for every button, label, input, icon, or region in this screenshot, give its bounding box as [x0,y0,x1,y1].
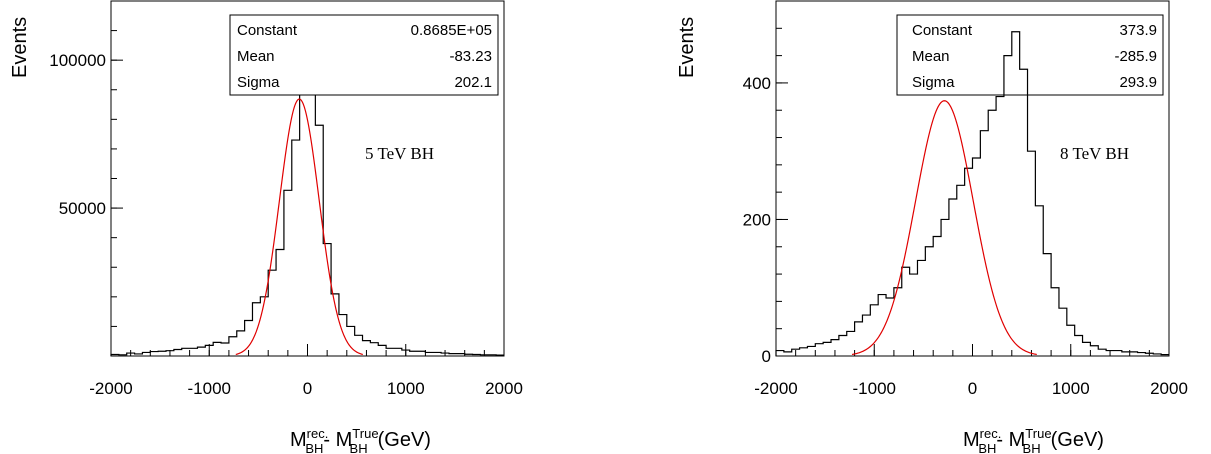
right-x-tick-label: 1000 [1052,379,1090,398]
right-stats-box-frame [896,14,1164,96]
left-x-axis-ticks: -2000 -1000 0 1000 2000 [89,344,523,398]
right-stats-box: Constant 373.9 Mean -285.9 Sigma 293.9 [896,14,1164,96]
right-histogram-steps [775,31,1169,356]
right-stats-mean-label: Mean [912,48,950,65]
left-histogram-panel: 50000 100000 -2000 -1000 0 1000 2000 Constant… [9,0,523,454]
left-x-tick-label: 1000 [387,379,425,398]
right-stats-sigma-label: Sigma [912,74,955,91]
left-stats-sigma-label: Sigma [237,74,280,91]
right-y-axis-ticks: 0 200 400 [743,0,788,366]
right-x-tick-label: -1000 [853,379,896,398]
right-x-tick-label: -2000 [754,379,797,398]
left-gaussian-fit-curve [235,98,364,356]
left-y-axis-ticks: 50000 100000 [49,0,123,357]
right-histogram-panel: 0 200 400 -2000 -1000 0 1000 2000 Constant 373… [676,0,1188,454]
left-stats-box-frame [229,14,499,96]
right-x-tick-label: 2000 [1150,379,1188,398]
right-stats-sigma-value: 293.9 [1119,74,1157,91]
right-x-axis-ticks: -2000 -1000 0 1000 2000 [754,344,1188,398]
right-gaussian-fit-curve [851,100,1037,356]
right-x-tick-label: 0 [968,379,977,398]
left-y-axis-label: Events [9,17,31,78]
left-x-tick-label: 0 [303,379,312,398]
right-stats-constant-label: Constant [912,22,973,39]
right-x-axis-label: Mrec. BH- MTrue BH (GeV) [963,426,1104,454]
left-y-tick-label: 100000 [49,51,106,70]
left-x-tick-label: -1000 [188,379,231,398]
right-y-axis-label: Events [676,17,698,78]
right-y-tick-label: 200 [743,210,771,229]
left-x-axis-label: Mrec. BH- MTrue BH (GeV) [290,426,431,454]
left-stats-constant-value: 0.8685E+05 [411,22,492,39]
left-stats-mean-label: Mean [237,48,275,65]
right-plot-frame [775,0,1170,357]
right-annotation: 8 TeV BH [1060,144,1129,163]
right-y-tick-label: 400 [743,74,771,93]
left-stats-mean-value: -83.23 [449,48,492,65]
right-stats-mean-value: -285.9 [1114,48,1157,65]
left-x-tick-label: 2000 [485,379,523,398]
left-annotation: 5 TeV BH [365,144,434,163]
left-x-tick-label: -2000 [89,379,132,398]
left-stats-sigma-value: 202.1 [454,74,492,91]
left-stats-box: Constant 0.8685E+05 Mean -83.23 Sigma 20… [229,14,499,96]
left-histogram-steps [110,24,504,356]
left-stats-constant-label: Constant [237,22,298,39]
right-stats-constant-value: 373.9 [1119,22,1157,39]
right-y-tick-label: 0 [762,347,771,366]
left-y-tick-label: 50000 [59,199,106,218]
